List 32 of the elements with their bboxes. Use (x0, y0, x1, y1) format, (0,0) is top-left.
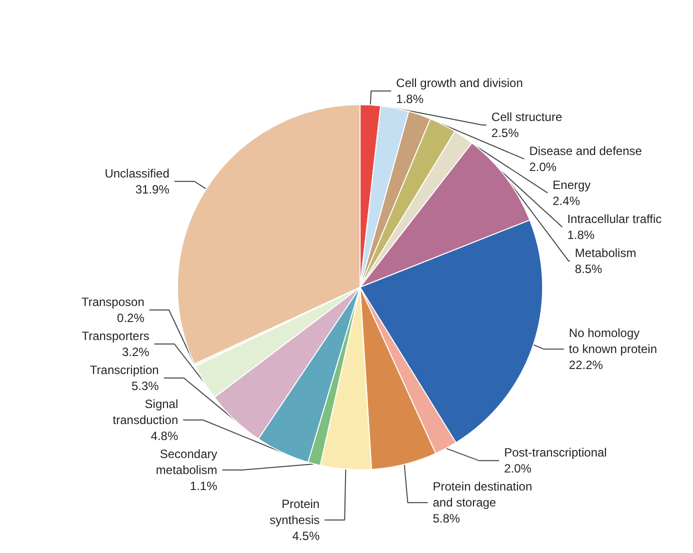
slice-label: Transcription (90, 363, 159, 377)
slice-label: Protein synthesis (270, 497, 320, 527)
data-label: 22.2% (568, 358, 604, 372)
slice-label: Metabolism (574, 246, 636, 260)
data-label: 1.8% (567, 228, 595, 242)
slice-label: Post-transcriptional (504, 446, 607, 460)
data-label: 4.8% (150, 429, 178, 443)
data-label: 1.1% (190, 479, 218, 493)
slice-label: Cell structure (491, 110, 562, 124)
slice-label: Signal transduction (112, 397, 178, 427)
slice-label: Protein destination and storage (432, 480, 532, 510)
slice-label: Energy (552, 178, 591, 192)
slice-label: Transposon (81, 295, 144, 309)
data-label: 5.8% (432, 512, 460, 526)
slice-label: Unclassified (104, 166, 170, 180)
data-label: 8.5% (574, 262, 603, 276)
slice-label: Secondary metabolism (156, 447, 218, 477)
data-label: 31.9% (135, 182, 170, 196)
data-label: 5.3% (131, 379, 160, 393)
slice-label: Intracellular traffic (567, 212, 662, 226)
data-label: 2.5% (491, 126, 520, 140)
data-label: 3.2% (122, 345, 150, 359)
data-label: 4.5% (292, 529, 320, 543)
slice-label: Transporters (82, 329, 150, 343)
data-label: 2.4% (552, 194, 580, 208)
data-label: 0.2% (117, 311, 145, 325)
data-label: 2.0% (529, 160, 557, 174)
slice-label: No homology to known protein (568, 326, 657, 356)
slice-label: Disease and defense (529, 144, 642, 158)
data-label: 2.0% (504, 462, 532, 476)
data-label: 1.8% (396, 92, 424, 106)
slice-label: Cell growth and division (396, 76, 523, 90)
